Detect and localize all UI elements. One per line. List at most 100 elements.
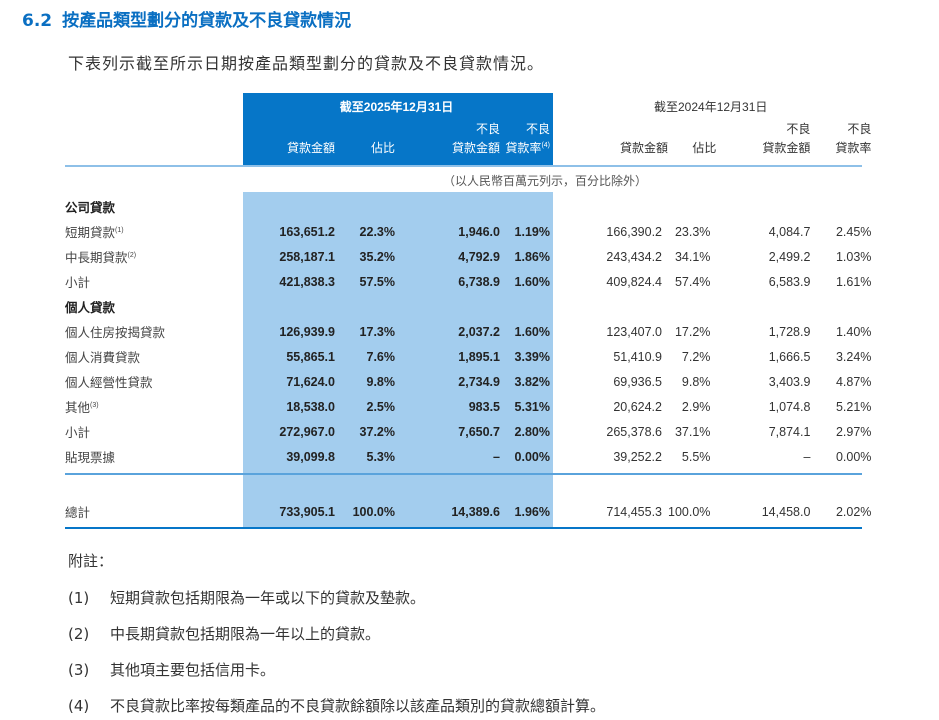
npl-2024: 2,499.2 (768, 249, 811, 264)
npl-rate-2025: 1.96% (514, 504, 550, 519)
note-item: (1) 短期貸款包括期限為一年或以下的貸款及墊款。 (68, 587, 425, 608)
table-row: 中長期貸款(2) 258,187.1 35.2% 4,792.9 1.86% 243,43… (65, 244, 871, 269)
body-band-2025 (243, 192, 553, 528)
table-row: 短期貸款(1) 163,651.2 22.3% 1,946.0 1.19% 166,390… (65, 219, 871, 244)
loan-2025: 39,099.8 (286, 449, 335, 464)
row-label: 小計 (65, 269, 243, 294)
loan-2024: 123,407.0 (606, 324, 662, 339)
npl-rate-2024: 2.45% (835, 224, 872, 239)
row-label: 中長期貸款(2) (65, 244, 243, 269)
loan-2025: 55,865.1 (286, 349, 335, 364)
footnote-ref: (2) (127, 251, 137, 259)
ratio-2024: 17.2% (674, 324, 711, 339)
npl-2025: – (493, 449, 500, 464)
npl-2025: 2,037.2 (458, 324, 500, 339)
loan-2024: 39,252.2 (613, 449, 662, 464)
note-number: (3) (68, 661, 90, 679)
col-rate-label: 貸款率 (505, 141, 542, 155)
col-rate: 貸款率 (835, 141, 872, 155)
row-label-text: 個人貸款 (65, 301, 116, 315)
ratio-2024: 5.5% (681, 449, 711, 464)
npl-rate-2024: 4.87% (835, 374, 872, 389)
row-label: 總計 (65, 499, 243, 524)
col-npl: 貸款金額 (451, 141, 500, 155)
ratio-2025: 2.5% (366, 399, 396, 414)
table-row: 其他(3) 18,538.0 2.5% 983.5 5.31% 20,624.2 2.9% 1… (65, 394, 871, 419)
col-npl-top: 不良 (475, 122, 500, 136)
npl-2025: 983.5 (468, 399, 500, 414)
loan-2025: 126,939.9 (279, 324, 335, 339)
footnote-ref: (3) (90, 401, 99, 409)
npl-rate-2025: 5.31% (514, 399, 550, 414)
row-label-text: 小計 (65, 426, 91, 440)
col-npl-top: 不良 (786, 122, 811, 136)
row-label-text: 貼現票據 (65, 451, 116, 465)
loan-2024: 20,624.2 (613, 399, 662, 414)
row-label: 個人消費貸款 (65, 344, 243, 369)
loan-2025: 421,838.3 (279, 274, 335, 289)
ratio-2025: 9.8% (366, 374, 396, 389)
npl-2024: 4,084.7 (768, 224, 811, 239)
note-item: (4) 不良貸款比率按每類產品的不良貸款餘額除以該產品類別的貸款總額計算。 (68, 695, 605, 716)
row-label-text: 公司貸款 (65, 201, 116, 215)
note-item: (3) 其他項主要包括信用卡。 (68, 659, 275, 680)
loan-2025: 733,905.1 (279, 504, 335, 519)
col-npl: 貸款金額 (762, 141, 811, 155)
footnote-ref: (4) (541, 142, 550, 149)
loan-2025: 258,187.1 (279, 249, 335, 264)
ratio-2024: 37.1% (674, 424, 711, 439)
unit-note: （以人民幣百萬元列示，百分比除外） (443, 174, 648, 188)
loan-2024: 243,434.2 (606, 249, 662, 264)
col-rate-top: 不良 (525, 122, 550, 136)
col-ratio: 佔比 (370, 141, 395, 155)
npl-2024: – (803, 449, 811, 464)
npl-rate-2024: 1.03% (835, 249, 872, 264)
npl-rate-2025: 2.80% (514, 424, 550, 439)
ratio-2025: 100.0% (352, 504, 395, 519)
npl-rate-2024: 1.40% (835, 324, 872, 339)
note-text: 短期貸款包括期限為一年或以下的貸款及墊款。 (110, 589, 426, 607)
ratio-2025: 57.5% (359, 274, 395, 289)
npl-rate-2025: 0.00% (514, 449, 550, 464)
row-label: 公司貸款 (65, 194, 243, 219)
note-text: 其他項主要包括信用卡。 (110, 661, 276, 679)
intro-text: 下表列示截至所示日期按產品類型劃分的貸款及不良貸款情況。 (68, 54, 545, 73)
npl-rate-2025: 1.60% (514, 324, 550, 339)
note-item: (2) 中長期貸款包括期限為一年以上的貸款。 (68, 623, 380, 644)
npl-rate-2025: 1.19% (514, 224, 550, 239)
table-row: 個人消費貸款 55,865.1 7.6% 1,895.1 3.39% 51,410.9 7.… (65, 344, 871, 369)
npl-2025: 14,389.6 (451, 504, 500, 519)
row-label: 貼現票據 (65, 444, 243, 469)
loan-2025: 163,651.2 (279, 224, 335, 239)
npl-2024: 6,583.9 (768, 274, 811, 289)
table-row: 小計 421,838.3 57.5% 6,738.9 1.60% 409,824.4 57.… (65, 269, 871, 294)
row-label-text: 小計 (65, 276, 91, 290)
row-label: 個人住房按揭貸款 (65, 319, 243, 344)
npl-2025: 2,734.9 (458, 374, 500, 389)
section-row: 公司貸款 (65, 194, 871, 219)
ratio-2025: 5.3% (366, 449, 396, 464)
total-row: 總計 733,905.1 100.0% 14,389.6 1.96% 714,455.3 1… (65, 499, 871, 524)
table-row: 個人住房按揭貸款 126,939.9 17.3% 2,037.2 1.60% 123,40… (65, 319, 871, 344)
npl-2024: 1,074.8 (768, 399, 811, 414)
loan-2024: 51,410.9 (613, 349, 662, 364)
ratio-2025: 22.3% (359, 224, 395, 239)
note-text: 中長期貸款包括期限為一年以上的貸款。 (110, 625, 381, 643)
ratio-2025: 35.2% (359, 249, 395, 264)
row-label-text: 個人住房按揭貸款 (65, 326, 166, 340)
loan-2024: 69,936.5 (613, 374, 662, 389)
table-row: 小計 272,967.0 37.2% 7,650.7 2.80% 265,378.6 37.… (65, 419, 871, 444)
row-label: 個人貸款 (65, 294, 243, 319)
loan-2024: 265,378.6 (606, 424, 662, 439)
note-number: (1) (68, 589, 90, 607)
row-label-text: 個人消費貸款 (65, 351, 141, 365)
row-label-text: 總計 (65, 506, 91, 520)
col-ratio: 佔比 (692, 141, 717, 155)
row-label: 小計 (65, 419, 243, 444)
row-label-text: 個人經營性貸款 (65, 376, 153, 390)
ratio-2024: 100.0% (668, 504, 711, 519)
ratio-2024: 34.1% (674, 249, 711, 264)
col-loan: 貸款金額 (286, 141, 335, 155)
ratio-2025: 7.6% (366, 349, 396, 364)
row-label-text: 中長期貸款 (65, 251, 128, 265)
